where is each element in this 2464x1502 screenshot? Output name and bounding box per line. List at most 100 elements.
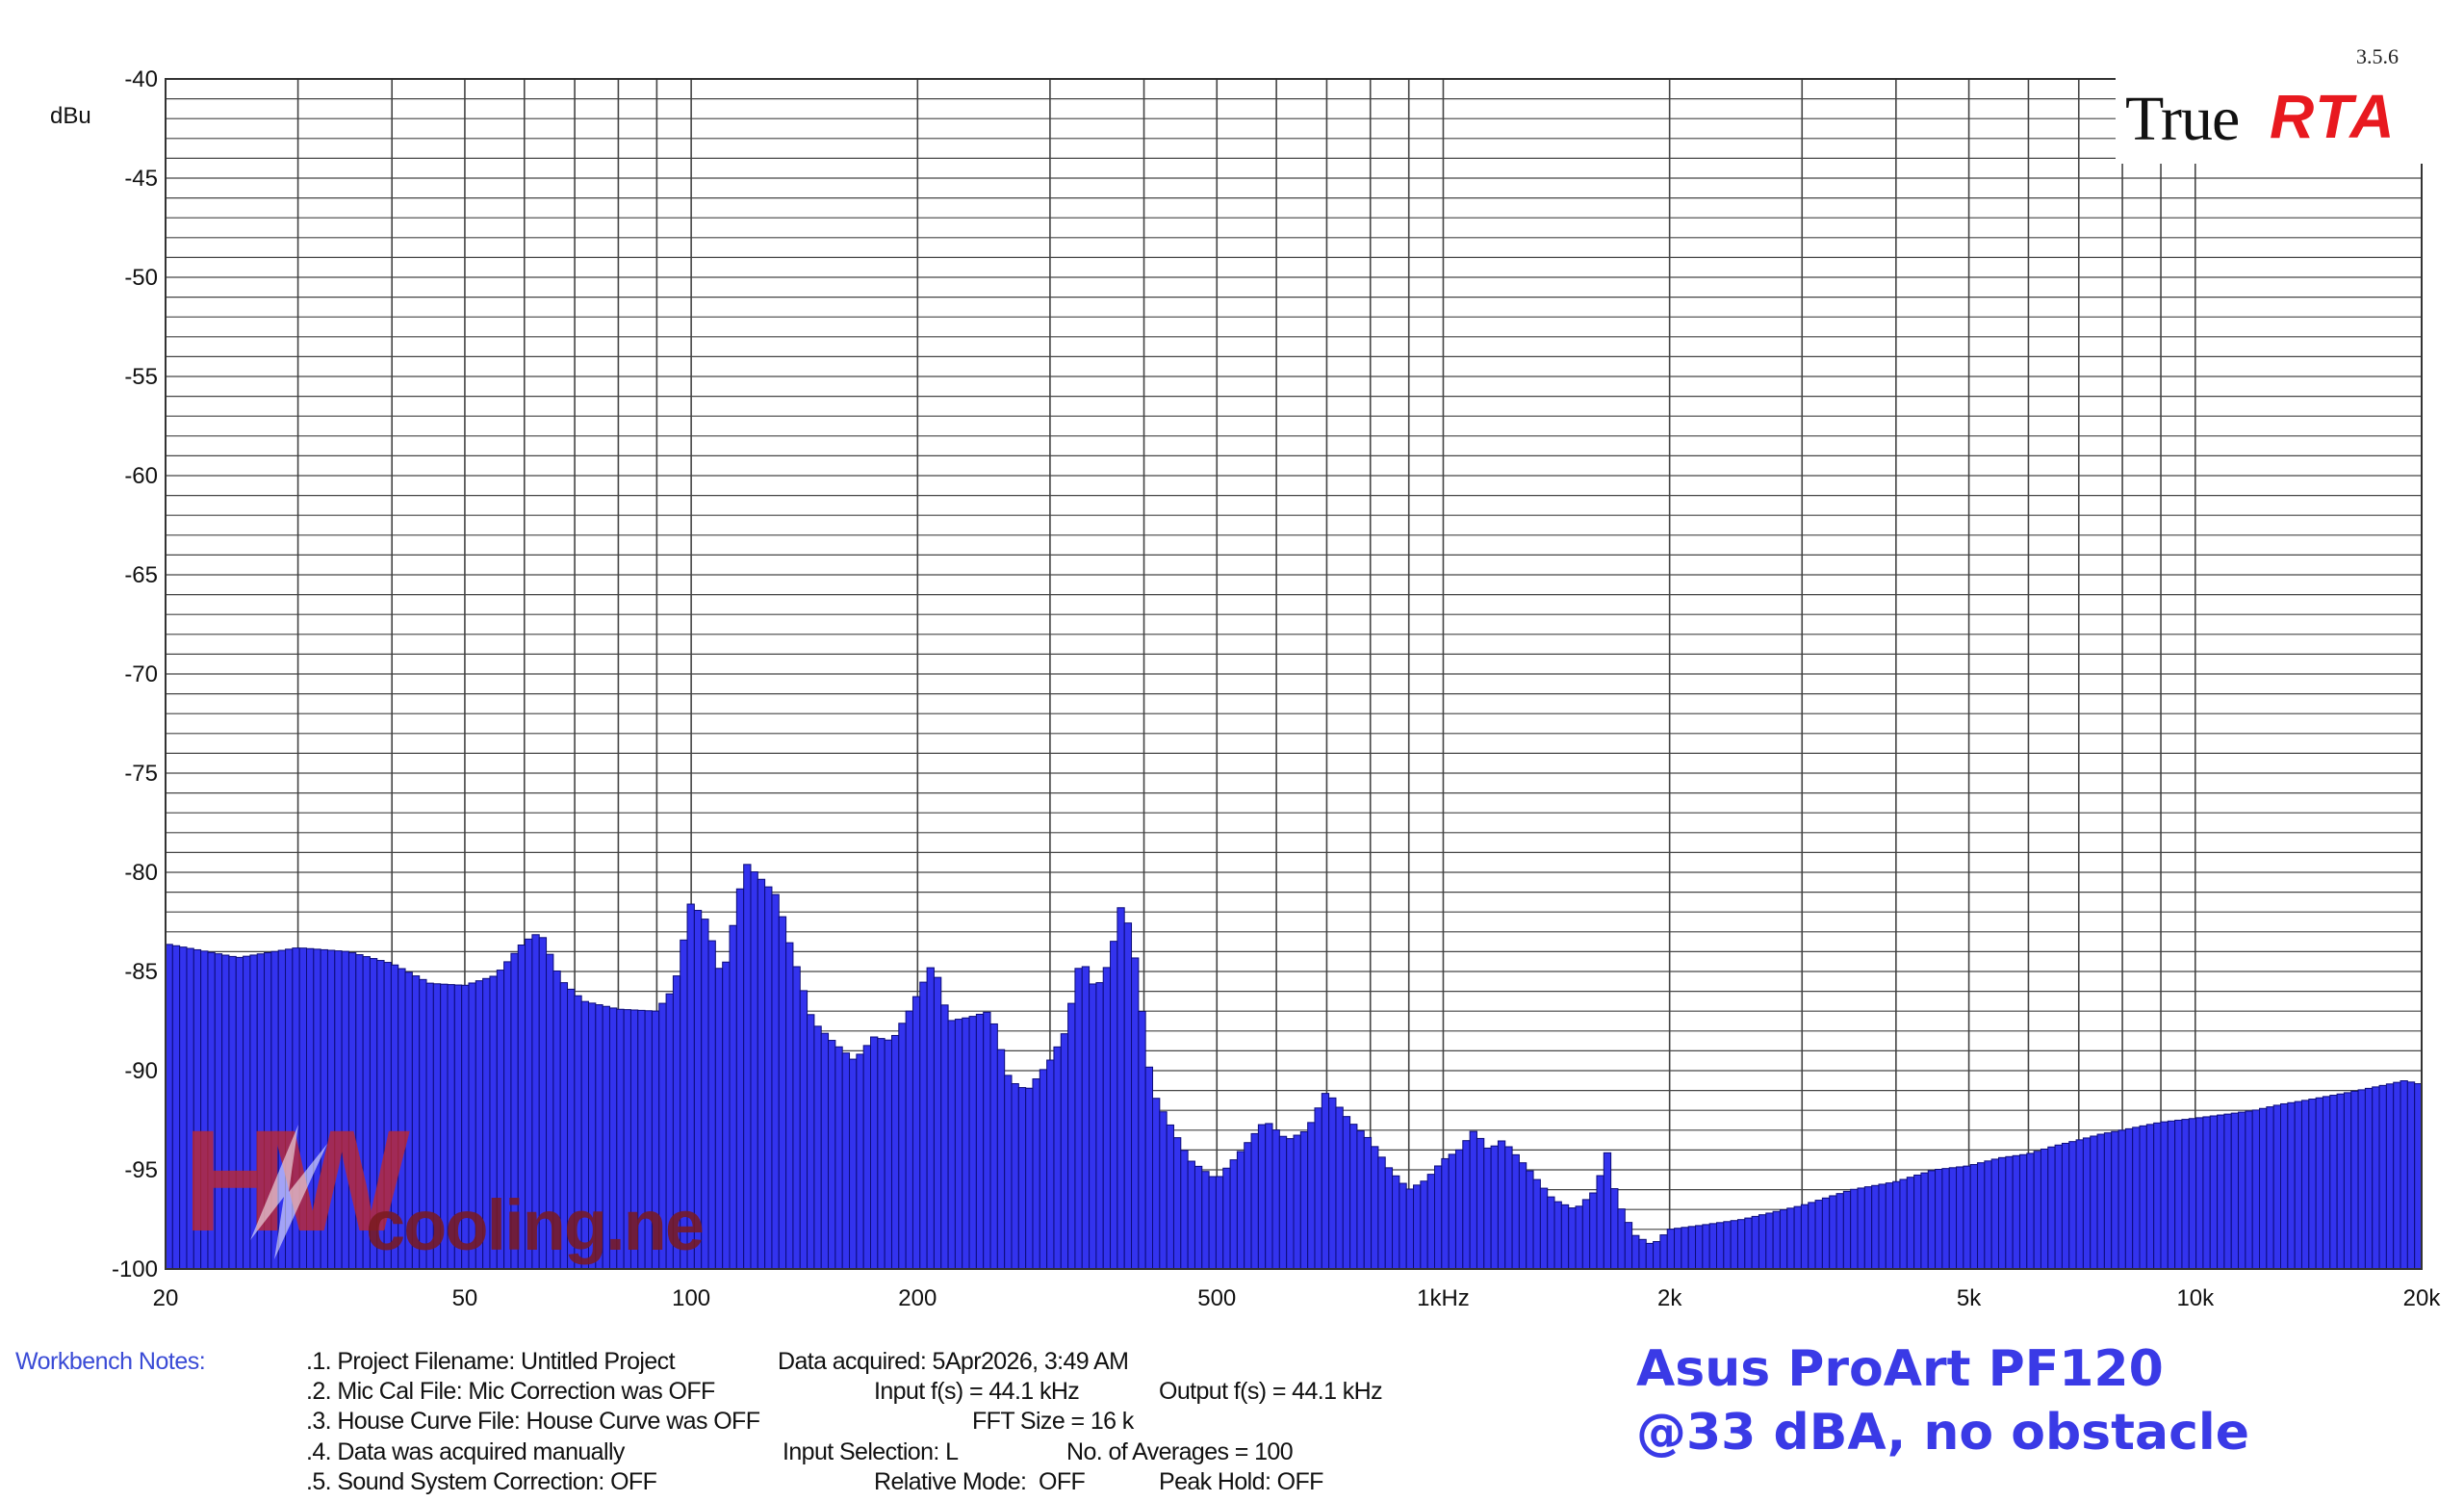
spectrum-bar (1948, 1167, 1958, 1270)
spectrum-bar (1011, 1083, 1019, 1270)
x-tick-label: 10k (2176, 1285, 2215, 1311)
spectrum-bar (1736, 1219, 1746, 1270)
spectrum-bar (975, 1013, 985, 1270)
spectrum-bar (757, 878, 766, 1270)
spectrum-bar (764, 886, 773, 1270)
spectrum-bar (940, 1004, 949, 1270)
caption-line-1: Asus ProArt PF120 (1636, 1340, 2164, 1398)
spectrum-bar (1963, 1165, 1971, 1270)
spectrum-bar (1835, 1193, 1844, 1270)
spectrum-bar (1123, 922, 1133, 1270)
y-tick-label: -75 (124, 761, 158, 787)
logo-true-text: True (2125, 84, 2240, 154)
spectrum-bar (2153, 1122, 2162, 1270)
spectrum-bar (1526, 1170, 1534, 1270)
spectrum-bar (1271, 1129, 1280, 1270)
x-tick-label: 5k (1957, 1285, 1982, 1311)
spectrum-bar (1180, 1150, 1189, 1270)
spectrum-bar (2118, 1129, 2126, 1270)
note-4-mid: Input Selection: L (783, 1438, 959, 1465)
spectrum-bar (2167, 1120, 2176, 1270)
spectrum-bar (1956, 1166, 1964, 1270)
spectrum-bar (1236, 1151, 1245, 1270)
spectrum-bar (1067, 1002, 1076, 1270)
spectrum-bar (820, 1032, 830, 1270)
logo-rta-text: RTA (2270, 82, 2397, 151)
spectrum-bar (1448, 1153, 1456, 1270)
spectrum-bar (1504, 1146, 1513, 1270)
spectrum-bar (729, 924, 737, 1270)
note-1-mid: Data acquired: 5Apr2026, 3:49 AM (778, 1348, 1129, 1375)
spectrum-bar (962, 1017, 970, 1270)
plot-frame (165, 78, 2423, 1270)
spectrum-bar (1603, 1152, 1612, 1270)
spectrum-bar (1392, 1175, 1400, 1270)
spectrum-bar (1074, 968, 1083, 1270)
spectrum-bar (1187, 1160, 1195, 1270)
spectrum-bar (1899, 1178, 1908, 1270)
spectrum-bar (947, 1020, 956, 1270)
spectrum-bar (1800, 1204, 1810, 1270)
spectrum-bar (1589, 1192, 1598, 1270)
spectrum-bar (2300, 1100, 2310, 1270)
y-tick-label: -65 (124, 562, 158, 588)
spectrum-bar (2033, 1151, 2041, 1270)
spectrum-bar (1814, 1200, 1823, 1270)
spectrum-bar (2259, 1107, 2268, 1270)
spectrum-bar (1172, 1137, 1182, 1270)
spectrum-bar (1286, 1138, 1295, 1270)
spectrum-bar (1624, 1222, 1633, 1270)
spectrum-bar (1201, 1171, 1210, 1270)
spectrum-bar (1935, 1168, 1943, 1270)
spectrum-bar (898, 1023, 907, 1270)
spectrum-bar (1441, 1157, 1450, 1270)
spectrum-bar (1631, 1234, 1640, 1270)
spectrum-bar (2308, 1099, 2317, 1270)
note-4-left: .4. Data was acquired manually (306, 1438, 625, 1465)
spectrum-bar (1906, 1177, 1915, 1270)
spectrum-bar (813, 1025, 822, 1270)
spectrum-bar (2145, 1124, 2155, 1270)
note-2-right: Output f(s) = 44.1 kHz (1159, 1378, 1383, 1405)
spectrum-bar (841, 1052, 851, 1270)
y-tick-label: -85 (124, 959, 158, 985)
spectrum-bar (2350, 1090, 2359, 1270)
spectrum-bar (1772, 1210, 1781, 1270)
spectrum-bar (2209, 1115, 2219, 1270)
spectrum-bar (968, 1016, 977, 1270)
y-tick-label: -45 (124, 166, 158, 192)
spectrum-bar (2223, 1113, 2232, 1270)
spectrum-bar (2378, 1084, 2387, 1270)
spectrum-bar (2054, 1144, 2063, 1270)
x-tick-label: 20k (2403, 1285, 2442, 1311)
spectrum-bar (1969, 1164, 1979, 1270)
spectrum-bar (2047, 1146, 2056, 1270)
spectrum-bar (1250, 1132, 1259, 1270)
spectrum-bar (1462, 1140, 1471, 1270)
spectrum-bar (2005, 1155, 2014, 1270)
y-tick-label: -60 (124, 463, 158, 489)
spectrum-bar (778, 916, 787, 1270)
x-tick-label: 20 (153, 1285, 179, 1311)
spectrum-bar (714, 968, 724, 1270)
spectrum-bar (807, 1014, 815, 1270)
spectrum-bar (1568, 1207, 1577, 1270)
spectrum-bar (1116, 907, 1125, 1270)
spectrum-bar (1653, 1241, 1661, 1270)
spectrum-bar (1426, 1174, 1436, 1270)
spectrum-bar (1371, 1146, 1379, 1270)
spectrum-bar (2068, 1141, 2077, 1270)
spectrum-bar (828, 1040, 836, 1270)
spectrum-bar (1863, 1186, 1873, 1270)
y-tick-label: -100 (112, 1256, 158, 1282)
spectrum-bar (1977, 1162, 1986, 1270)
y-tick-label: -90 (124, 1058, 158, 1084)
spectrum-bar (877, 1038, 886, 1270)
spectrum-bar (1765, 1212, 1774, 1270)
y-axis-label: dBu (50, 103, 91, 129)
spectrum-bar (1920, 1172, 1929, 1270)
spectrum-bar (2393, 1081, 2401, 1270)
spectrum-bar (1659, 1234, 1668, 1270)
y-tick-label: -95 (124, 1157, 158, 1183)
spectrum-bar (2174, 1119, 2183, 1270)
